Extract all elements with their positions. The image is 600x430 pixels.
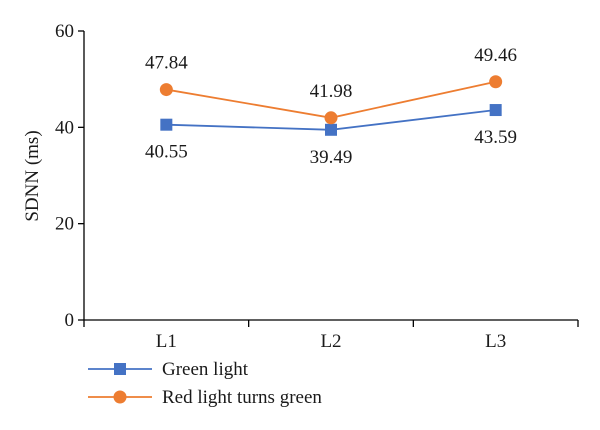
y-axis-title: SDNN (ms) xyxy=(22,130,43,221)
legend-label: Red light turns green xyxy=(162,387,322,408)
data-point-marker xyxy=(160,118,173,131)
y-tick-label: 0 xyxy=(65,310,75,331)
data-label: 39.49 xyxy=(310,147,353,168)
data-point-marker xyxy=(324,111,338,125)
x-tick-label: L3 xyxy=(485,331,506,352)
legend: Green light Red light turns green xyxy=(88,359,322,408)
y-tick-label: 40 xyxy=(55,117,74,138)
legend-label: Green light xyxy=(162,359,249,380)
plot-area: 0 20 40 60 L1 L2 L3 40.55 39.49 43.59 47.84 41.98 49… xyxy=(55,21,579,352)
y-tick-label: 20 xyxy=(55,214,74,235)
data-label: 43.59 xyxy=(474,127,517,148)
data-label: 40.55 xyxy=(145,142,188,163)
x-tick-label: L2 xyxy=(320,331,341,352)
data-point-marker xyxy=(489,104,502,117)
data-point-marker xyxy=(489,75,503,89)
data-label: 47.84 xyxy=(145,53,188,74)
legend-marker xyxy=(113,390,127,404)
data-point-marker xyxy=(325,123,337,136)
x-tick-label: L1 xyxy=(156,331,177,352)
data-label: 49.46 xyxy=(474,45,517,66)
legend-marker xyxy=(114,363,126,375)
data-label: 41.98 xyxy=(310,81,353,102)
data-point-marker xyxy=(159,83,173,97)
y-tick-label: 60 xyxy=(55,21,74,42)
